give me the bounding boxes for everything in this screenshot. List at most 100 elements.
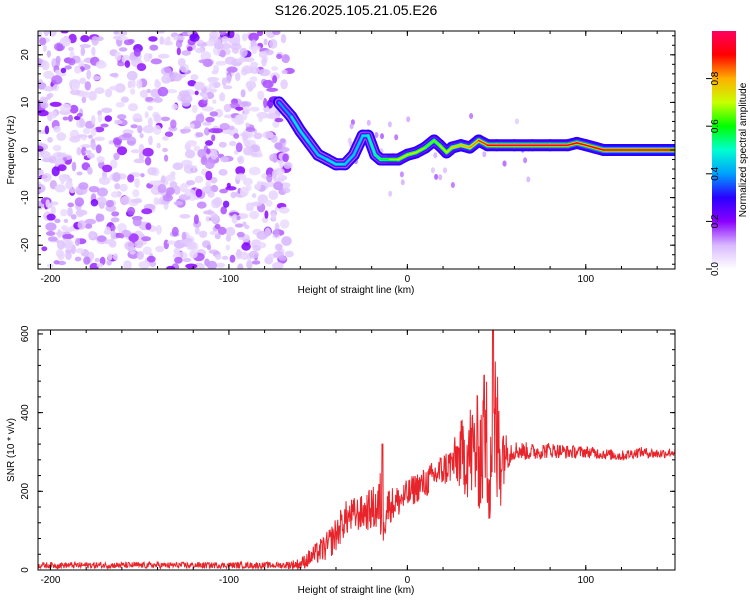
- noise-blob: [256, 231, 268, 240]
- noise-blob: [38, 109, 49, 117]
- noise-blob: [95, 144, 102, 154]
- noise-blob: [179, 214, 191, 219]
- noise-blob: [257, 194, 269, 205]
- noise-blob: [219, 92, 226, 102]
- noise-blob: [245, 127, 256, 132]
- noise-blob: [214, 233, 221, 240]
- noise-blob: [120, 96, 129, 103]
- noise-blob: [101, 107, 113, 114]
- noise-blob: [242, 177, 253, 186]
- noise-blob: [242, 132, 248, 143]
- noise-blob: [45, 222, 57, 231]
- noise-blob: [256, 180, 262, 191]
- noise-blob: [83, 256, 91, 265]
- noise-blob: [166, 265, 176, 269]
- noise-blob: [186, 140, 197, 147]
- noise-blob: [274, 142, 283, 150]
- noise-blob: [283, 162, 292, 169]
- noise-blob: [220, 206, 227, 215]
- noise-blob: [204, 127, 210, 136]
- noise-blob: [67, 207, 73, 217]
- noise-blob: [175, 39, 183, 48]
- noise-blob: [272, 262, 284, 269]
- noise-blob: [526, 176, 531, 183]
- noise-blob: [114, 183, 121, 190]
- noise-blob: [139, 89, 148, 99]
- noise-blob: [91, 46, 96, 57]
- noise-blob: [194, 90, 199, 96]
- snr-x-axis-label: Height of straight line (km): [298, 585, 415, 596]
- noise-blob: [280, 33, 287, 44]
- noise-blob: [399, 171, 404, 178]
- noise-blob: [190, 74, 199, 81]
- noise-blob: [257, 31, 264, 37]
- noise-blob: [70, 214, 77, 220]
- noise-blob: [86, 69, 92, 80]
- noise-blob: [194, 175, 204, 184]
- x-tick-label: -200: [40, 274, 60, 285]
- noise-blob: [209, 111, 218, 117]
- noise-blob: [130, 88, 136, 95]
- noise-blob: [265, 199, 273, 207]
- noise-blob: [74, 256, 82, 262]
- noise-blob: [47, 236, 58, 242]
- x-tick-label: -100: [219, 575, 239, 586]
- ridge-segment: [469, 139, 480, 149]
- noise-blob: [272, 120, 280, 128]
- noise-blob: [240, 89, 246, 98]
- colorbar-tick-label: 0.4: [710, 166, 721, 180]
- noise-blob: [133, 158, 145, 164]
- noise-blob: [63, 218, 69, 223]
- noise-blob: [207, 190, 215, 198]
- noise-blob: [88, 91, 97, 101]
- noise-blob: [50, 201, 59, 206]
- noise-blob: [167, 240, 176, 245]
- spectrogram-x-axis-label: Height of straight line (km): [298, 285, 415, 296]
- noise-blob: [219, 31, 227, 36]
- noise-blob: [242, 221, 247, 227]
- noise-blob: [51, 166, 60, 177]
- noise-blob: [279, 160, 284, 169]
- noise-blob: [136, 63, 147, 72]
- noise-blob: [187, 241, 197, 250]
- noise-blob: [173, 247, 181, 255]
- noise-blob: [243, 106, 251, 115]
- ridge-segment: [460, 144, 471, 149]
- noise-blob: [60, 225, 68, 230]
- noise-blob: [184, 149, 196, 159]
- noise-blob: [230, 191, 237, 199]
- noise-blob: [433, 152, 438, 159]
- noise-blob: [443, 167, 447, 174]
- ridge-segment: [397, 154, 409, 161]
- noise-blob: [155, 224, 162, 235]
- noise-blob: [56, 240, 66, 250]
- noise-blob: [79, 44, 92, 49]
- noise-blob: [180, 94, 193, 104]
- y-tick-label: 20: [20, 49, 31, 61]
- noise-blob: [144, 111, 149, 119]
- noise-blob: [258, 51, 268, 59]
- noise-blob: [205, 170, 213, 181]
- noise-blob: [142, 125, 155, 134]
- noise-blob: [258, 68, 271, 77]
- noise-blob: [76, 189, 84, 196]
- noise-blob: [74, 197, 85, 207]
- noise-blob: [84, 218, 97, 225]
- noise-blob: [266, 87, 279, 92]
- colorbar: 0.0 0.2 0.4 0.6 0.8 Normalized spectral ampl…: [706, 31, 749, 276]
- noise-blob: [138, 144, 145, 152]
- snr-y-axis-label: SNR (10 * v/v): [6, 418, 17, 482]
- noise-blob: [159, 36, 165, 45]
- noise-blob: [53, 260, 60, 265]
- noise-blob: [239, 186, 249, 197]
- noise-blob: [124, 60, 131, 68]
- noise-blob: [523, 157, 528, 164]
- noise-blob: [142, 147, 154, 157]
- noise-blob: [106, 260, 112, 266]
- noise-blob: [56, 152, 66, 158]
- noise-blob: [156, 142, 161, 149]
- noise-blob: [119, 233, 125, 239]
- colorbar-tick-label: 0.2: [710, 214, 721, 228]
- noise-blob: [147, 105, 153, 111]
- noise-blob: [94, 87, 105, 94]
